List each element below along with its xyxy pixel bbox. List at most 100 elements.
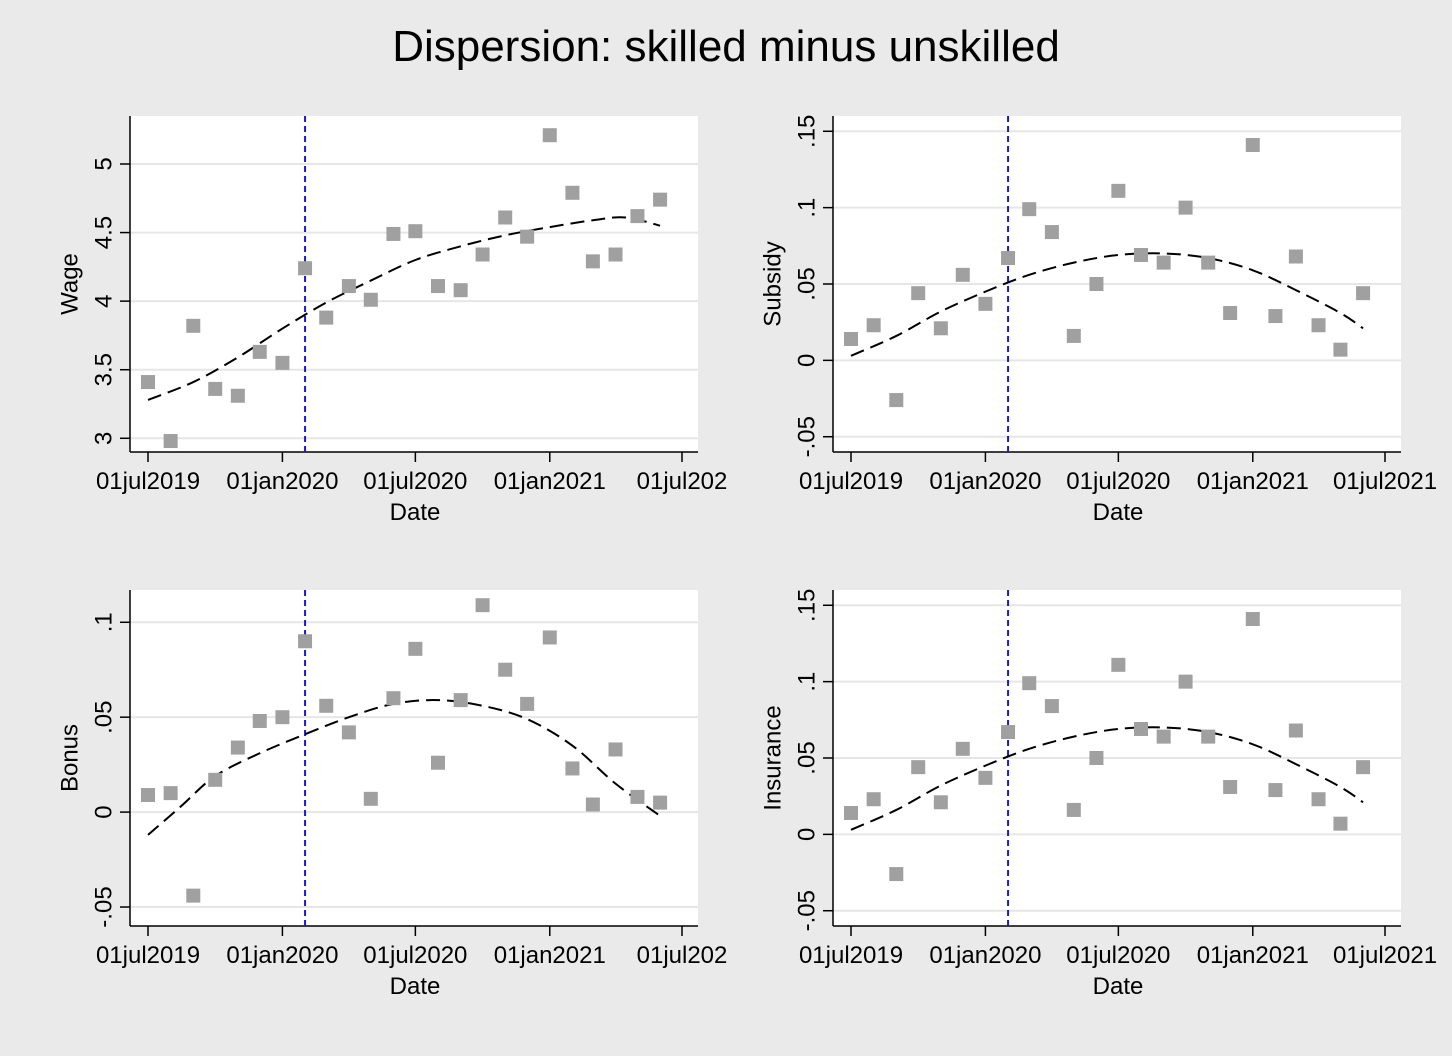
x-tick-label: 01jul2019	[96, 468, 200, 495]
data-point	[1333, 816, 1348, 831]
data-point	[1223, 306, 1238, 321]
data-point	[1288, 723, 1303, 738]
data-point	[141, 375, 155, 390]
x-tick-label: 01jan2021	[1197, 468, 1309, 495]
data-point	[1268, 309, 1283, 324]
y-tick-label: -.05	[91, 886, 118, 927]
data-point	[186, 888, 201, 903]
data-point	[163, 434, 178, 449]
x-tick-label: 01jul2019	[799, 942, 903, 969]
data-point	[1022, 202, 1037, 217]
data-point	[866, 792, 881, 807]
y-axis-title: Insurance	[760, 705, 787, 810]
x-tick-label: 01jul2021	[1333, 468, 1437, 495]
y-tick-label: .1	[91, 612, 118, 632]
data-point	[565, 185, 580, 200]
data-point	[363, 292, 378, 307]
data-point	[1111, 183, 1126, 198]
data-point	[163, 786, 178, 801]
data-point	[1245, 612, 1260, 627]
x-axis-title: Date	[1093, 973, 1144, 1000]
fit-curve	[850, 726, 1364, 831]
data-point	[1201, 255, 1216, 270]
y-axis-title: Bonus	[57, 724, 84, 792]
data-point	[1001, 725, 1016, 740]
x-tick-label: 01jul2019	[96, 942, 200, 969]
data-point	[1044, 225, 1059, 240]
data-point	[653, 192, 668, 207]
x-tick-label: 01jul2020	[363, 468, 467, 495]
plot-area	[130, 590, 698, 926]
data-point	[252, 713, 267, 728]
y-tick-label: 0	[794, 828, 821, 841]
y-axis-title: Subsidy	[760, 241, 787, 326]
data-point	[1066, 802, 1081, 817]
data-point	[844, 331, 858, 346]
data-point	[1356, 760, 1371, 775]
data-point	[141, 788, 155, 803]
x-tick-label: 01jul2020	[1066, 942, 1170, 969]
data-point	[1268, 783, 1283, 798]
x-axis-title: Date	[1093, 499, 1144, 526]
data-point	[585, 797, 600, 812]
y-tick-label: 0	[91, 805, 118, 818]
x-axis-title: Date	[390, 499, 441, 526]
y-tick-label: 5	[91, 157, 118, 170]
data-point	[1245, 138, 1260, 153]
data-point	[1089, 751, 1104, 765]
y-axis-title: Wage	[57, 253, 84, 315]
fit-curve	[147, 216, 661, 401]
data-point	[431, 279, 446, 294]
x-tick-label: 01jul2021	[1333, 942, 1437, 969]
x-tick-label: 01jul202	[637, 942, 728, 969]
y-tick-label: .05	[794, 267, 821, 300]
panel-insurance: -.05 0 .05 .1 .15 01jul2019 01jan2020 01jul2020…	[760, 589, 1438, 1000]
x-tick-label: 01jan2021	[494, 468, 606, 495]
data-point	[978, 296, 993, 311]
y-tick-label: .05	[91, 700, 118, 733]
y-tick-label: -.05	[794, 890, 821, 931]
data-point	[341, 725, 356, 740]
data-point	[911, 286, 926, 301]
data-point	[1311, 792, 1326, 807]
y-tick-label: -.05	[794, 416, 821, 457]
data-point	[408, 224, 423, 239]
data-point	[1201, 729, 1216, 744]
data-point	[1356, 286, 1371, 301]
data-point	[208, 381, 223, 396]
y-tick-label: .15	[794, 115, 821, 148]
y-tick-label: 4.5	[91, 216, 118, 249]
data-point	[363, 791, 378, 806]
data-point	[386, 691, 401, 706]
data-point	[608, 742, 623, 757]
data-point	[565, 761, 580, 776]
panel-wage: 3 3.5 4 4.5 5 01jul2019 01jan2020 01jul2020 01ja…	[57, 116, 728, 526]
x-tick-label: 01jan2020	[929, 942, 1041, 969]
data-point	[585, 254, 600, 269]
x-tick-label: 01jan2020	[226, 942, 338, 969]
data-point	[230, 740, 245, 755]
data-point	[341, 279, 356, 294]
data-point	[520, 229, 535, 244]
data-point	[1022, 676, 1037, 691]
data-point	[186, 318, 201, 333]
panel-subsidy: -.05 0 .05 .1 .15 01jul2019 01jan2020 01jul2020…	[760, 115, 1438, 526]
data-point	[933, 795, 948, 810]
data-point	[889, 867, 904, 882]
x-tick-label: 01jul2019	[799, 468, 903, 495]
data-point	[1156, 255, 1171, 270]
data-point	[498, 210, 513, 225]
x-tick-label: 01jul202	[637, 468, 728, 495]
data-point	[1134, 721, 1149, 736]
x-tick-label: 01jul2020	[1066, 468, 1170, 495]
plot-area	[130, 116, 698, 452]
data-point	[1178, 200, 1193, 215]
data-point	[1134, 247, 1149, 262]
data-point	[955, 267, 970, 282]
data-point	[1111, 657, 1126, 672]
data-point	[608, 247, 623, 262]
y-tick-label: 3.5	[91, 353, 118, 386]
data-point	[319, 698, 334, 713]
data-point	[1066, 328, 1081, 343]
